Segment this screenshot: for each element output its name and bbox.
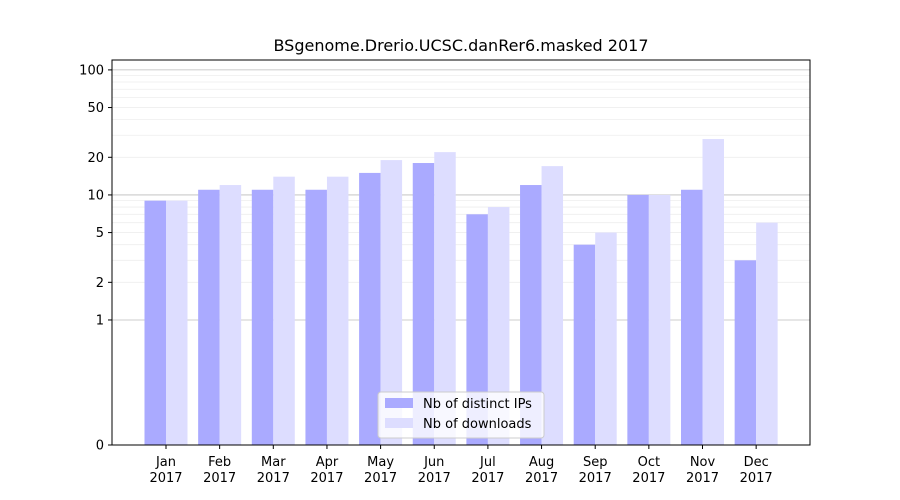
bar-distinct-ips xyxy=(466,214,488,445)
bar-downloads xyxy=(702,139,724,445)
y-tick-label: 100 xyxy=(79,63,104,78)
y-tick-label: 50 xyxy=(87,101,104,116)
bar-distinct-ips xyxy=(681,189,703,445)
bar-downloads xyxy=(595,232,617,445)
bar-distinct-ips xyxy=(359,172,381,445)
legend-swatch xyxy=(385,418,413,428)
x-tick-label: Jul 2017 xyxy=(471,455,504,486)
bar-downloads xyxy=(434,152,456,445)
y-tick-label: 0 xyxy=(96,439,104,454)
x-tick-label: Aug 2017 xyxy=(525,455,558,486)
x-tick-label: Apr 2017 xyxy=(310,455,343,486)
y-tick-label: 5 xyxy=(96,226,104,241)
legend-label: Nb of distinct IPs xyxy=(423,397,532,412)
bar-distinct-ips xyxy=(627,194,649,445)
bar-downloads xyxy=(166,200,188,445)
bars xyxy=(144,139,778,445)
y-tick-label: 1 xyxy=(96,313,104,328)
y-tick-label: 2 xyxy=(96,276,104,291)
bar-downloads xyxy=(380,160,403,445)
bar-downloads xyxy=(756,222,778,445)
x-tick-label: Sep 2017 xyxy=(579,455,612,486)
bar-downloads xyxy=(326,176,349,445)
plot-frame xyxy=(111,59,811,446)
x-tick-label: Mar 2017 xyxy=(257,455,290,486)
bar-downloads xyxy=(541,166,564,445)
y-tick-label: 10 xyxy=(87,188,104,203)
bar-distinct-ips xyxy=(251,189,274,445)
bar-distinct-ips xyxy=(520,185,542,445)
chart-title: BSgenome.Drerio.UCSC.danRer6.masked 2017 xyxy=(273,36,648,55)
bar-distinct-ips xyxy=(573,244,596,445)
x-tick-label: Jan 2017 xyxy=(149,455,182,486)
bar-distinct-ips xyxy=(198,189,220,445)
legend-label: Nb of downloads xyxy=(423,417,532,432)
legend-swatch xyxy=(385,398,413,408)
bar-downloads xyxy=(219,185,242,445)
bar-downloads xyxy=(487,207,510,445)
legend-box xyxy=(377,391,545,439)
bar-downloads xyxy=(648,194,671,445)
x-tick-label: Feb 2017 xyxy=(203,455,236,486)
bar-downloads xyxy=(273,176,295,445)
x-tick-label: Oct 2017 xyxy=(632,455,665,486)
x-axis: Jan 2017 Feb 2017 Mar 2017 Apr 2017 May 2017 Jun 20… xyxy=(149,445,773,486)
y-axis: 0 1 2 5 10 20 50 100 xyxy=(79,63,112,454)
x-tick-label: Dec 2017 xyxy=(740,455,773,486)
bar-distinct-ips xyxy=(734,260,757,445)
bar-distinct-ips xyxy=(305,189,327,445)
bar-distinct-ips xyxy=(412,163,435,445)
y-tick-label: 20 xyxy=(87,151,104,166)
x-tick-label: Nov 2017 xyxy=(686,455,719,486)
legend: Nb of distinct IPs Nb of downloads xyxy=(377,391,545,439)
bar-distinct-ips xyxy=(144,200,166,445)
x-tick-label: May 2017 xyxy=(364,455,397,486)
x-tick-label: Jun 2017 xyxy=(418,455,451,486)
